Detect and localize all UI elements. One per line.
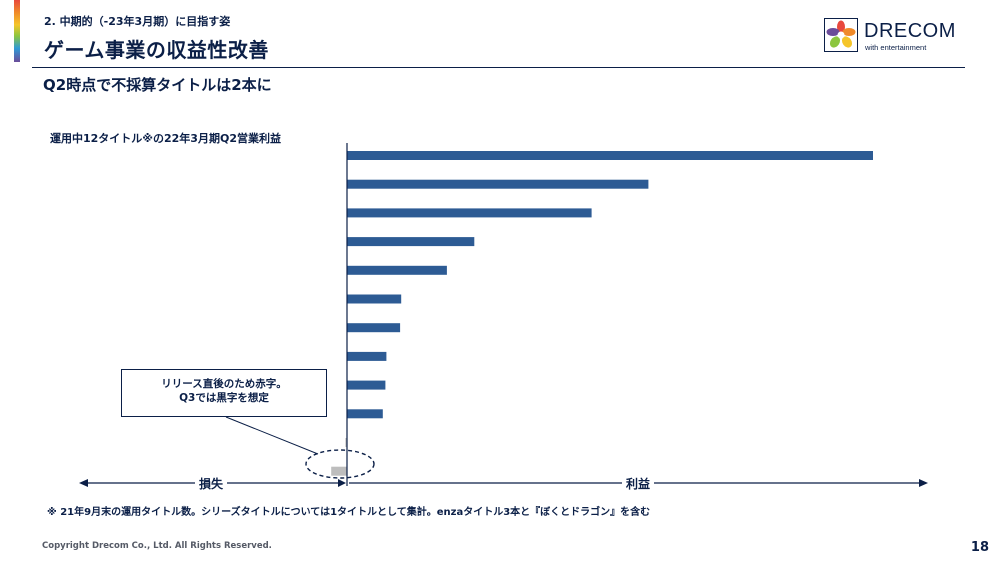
profit-bar bbox=[347, 351, 387, 361]
callout-leader-line bbox=[225, 416, 319, 455]
chart-bars bbox=[331, 151, 873, 476]
profit-bar bbox=[347, 265, 447, 275]
copyright-text: Copyright Drecom Co., Ltd. All Rights Re… bbox=[42, 541, 272, 551]
profit-bar bbox=[347, 294, 402, 304]
header-divider bbox=[32, 67, 965, 68]
profit-bar bbox=[347, 409, 383, 419]
profit-bar bbox=[347, 151, 873, 160]
loss-bar bbox=[345, 438, 347, 447]
loss-axis-label: 損失 bbox=[195, 475, 228, 492]
loss-bar bbox=[331, 466, 347, 476]
subheading: Q2時点で不採算タイトルは2本に bbox=[43, 76, 272, 94]
callout-line-2: Q3では黒字を想定 bbox=[179, 392, 269, 404]
page-number: 18 bbox=[970, 540, 989, 555]
profit-axis-label: 利益 bbox=[622, 475, 655, 492]
profit-bar bbox=[347, 179, 649, 189]
logo-wordmark: DRECOM bbox=[864, 20, 956, 42]
chart-title: 運用中12タイトル※の22年3月期Q2営業利益 bbox=[50, 132, 281, 145]
callout-line-1: リリース直後のため赤字。 bbox=[161, 378, 287, 390]
section-label: 2. 中期的（-23年3月期）に目指す姿 bbox=[44, 15, 231, 28]
profit-bar bbox=[347, 237, 475, 247]
brand-accent-bar bbox=[14, 0, 20, 62]
profit-bar bbox=[347, 380, 386, 390]
page-title: ゲーム事業の収益性改善 bbox=[44, 38, 269, 62]
footnote: ※ 21年9月末の運用タイトル数。シリーズタイトルについては1タイトルとして集計… bbox=[47, 507, 651, 518]
loss-callout-box: リリース直後のため赤字。 Q3では黒字を想定 bbox=[121, 369, 327, 417]
drecom-logo: DRECOM with entertainment bbox=[824, 18, 969, 54]
loss-arrowhead-icon bbox=[79, 479, 88, 487]
loss-arrowhead-end-icon bbox=[338, 479, 346, 487]
profit-bar bbox=[347, 323, 401, 333]
profit-arrowhead-icon bbox=[919, 479, 928, 487]
logo-tagline: with entertainment bbox=[865, 43, 927, 52]
loss-highlight-circle bbox=[305, 449, 375, 479]
profit-bar bbox=[347, 208, 592, 218]
flower-logo-icon bbox=[824, 18, 858, 52]
